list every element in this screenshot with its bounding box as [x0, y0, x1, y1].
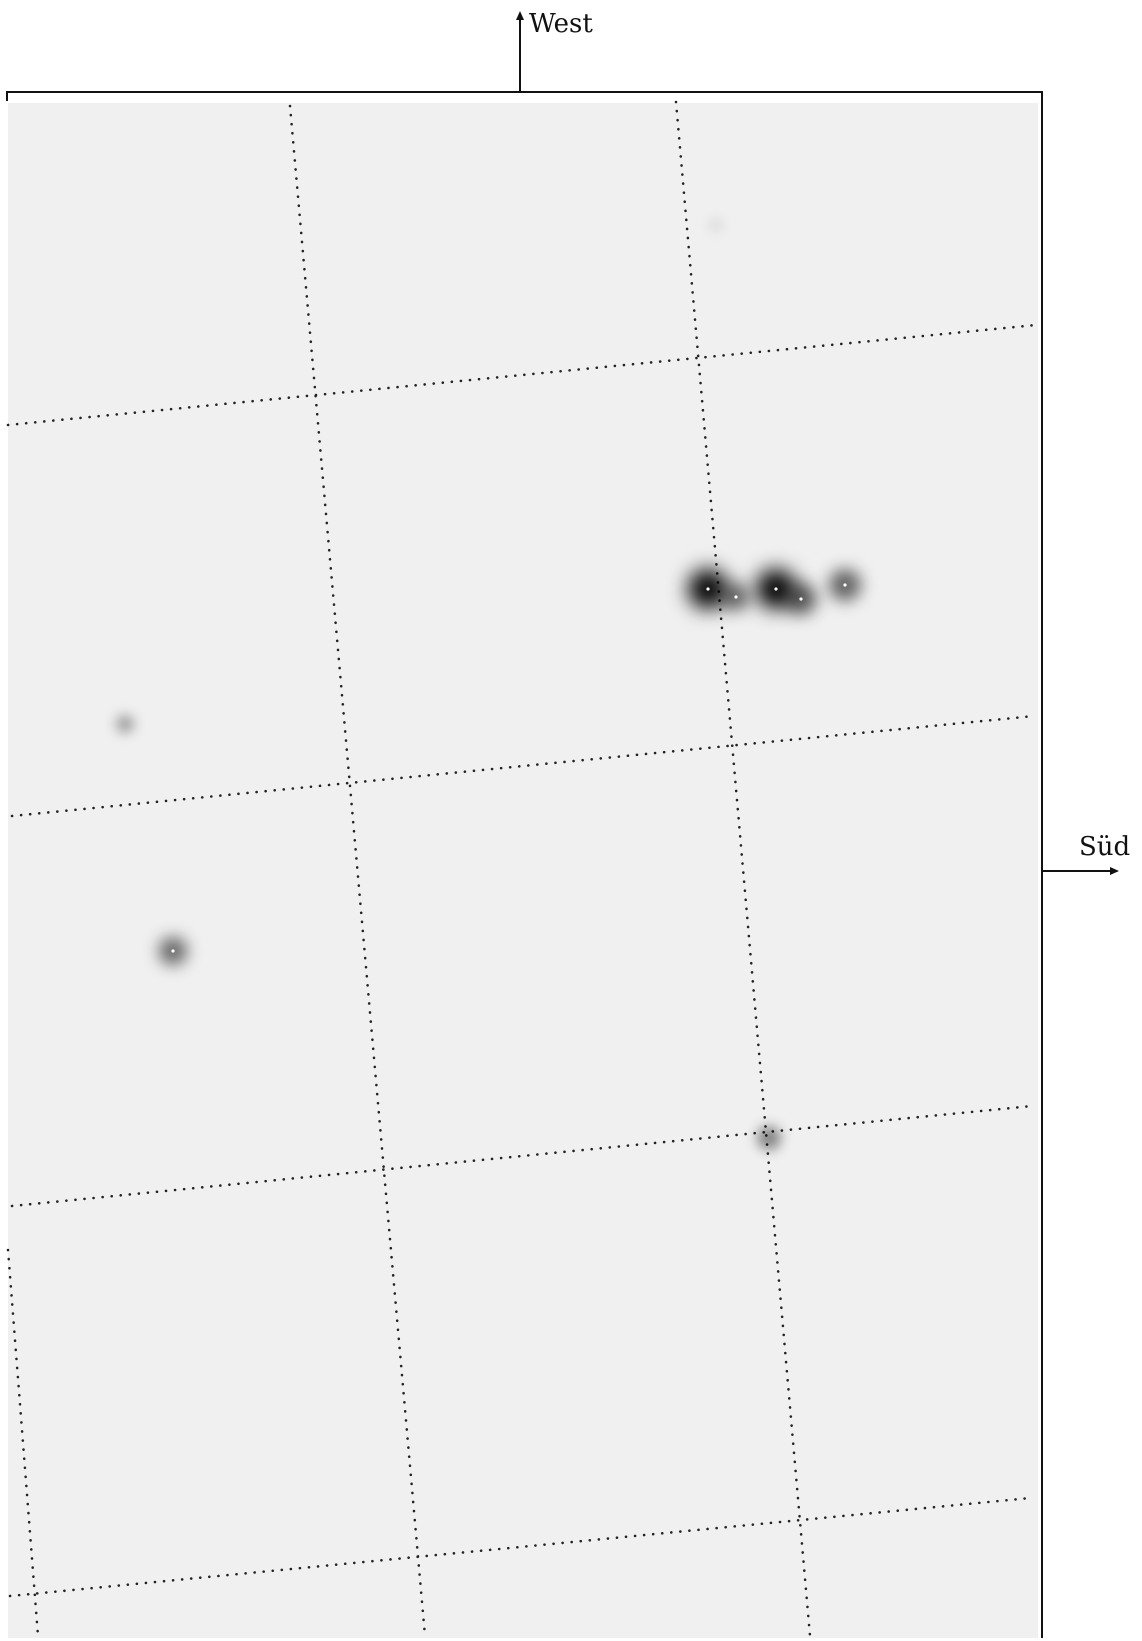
star [116, 715, 134, 733]
south-arrow [1042, 867, 1119, 875]
star [710, 219, 722, 231]
star-layer [116, 219, 861, 1150]
south-label: Süd [1079, 832, 1130, 862]
coordinate-grid [6, 100, 1038, 1638]
star-center-mark [843, 583, 847, 587]
star [757, 1126, 781, 1150]
grid-line [674, 100, 812, 1638]
star-center-mark [706, 587, 710, 591]
star-center-mark [171, 949, 175, 953]
frame [6, 91, 1043, 1638]
west-label: West [529, 9, 593, 39]
star-center-mark [734, 595, 738, 599]
image-field [8, 103, 1038, 1638]
grid-line [6, 323, 1038, 427]
star-center-mark [799, 597, 803, 601]
grid-line [10, 714, 1036, 818]
west-arrow [516, 11, 524, 92]
grid-line [6, 1248, 40, 1638]
star-center-mark [774, 587, 778, 591]
grid-line [288, 104, 427, 1638]
